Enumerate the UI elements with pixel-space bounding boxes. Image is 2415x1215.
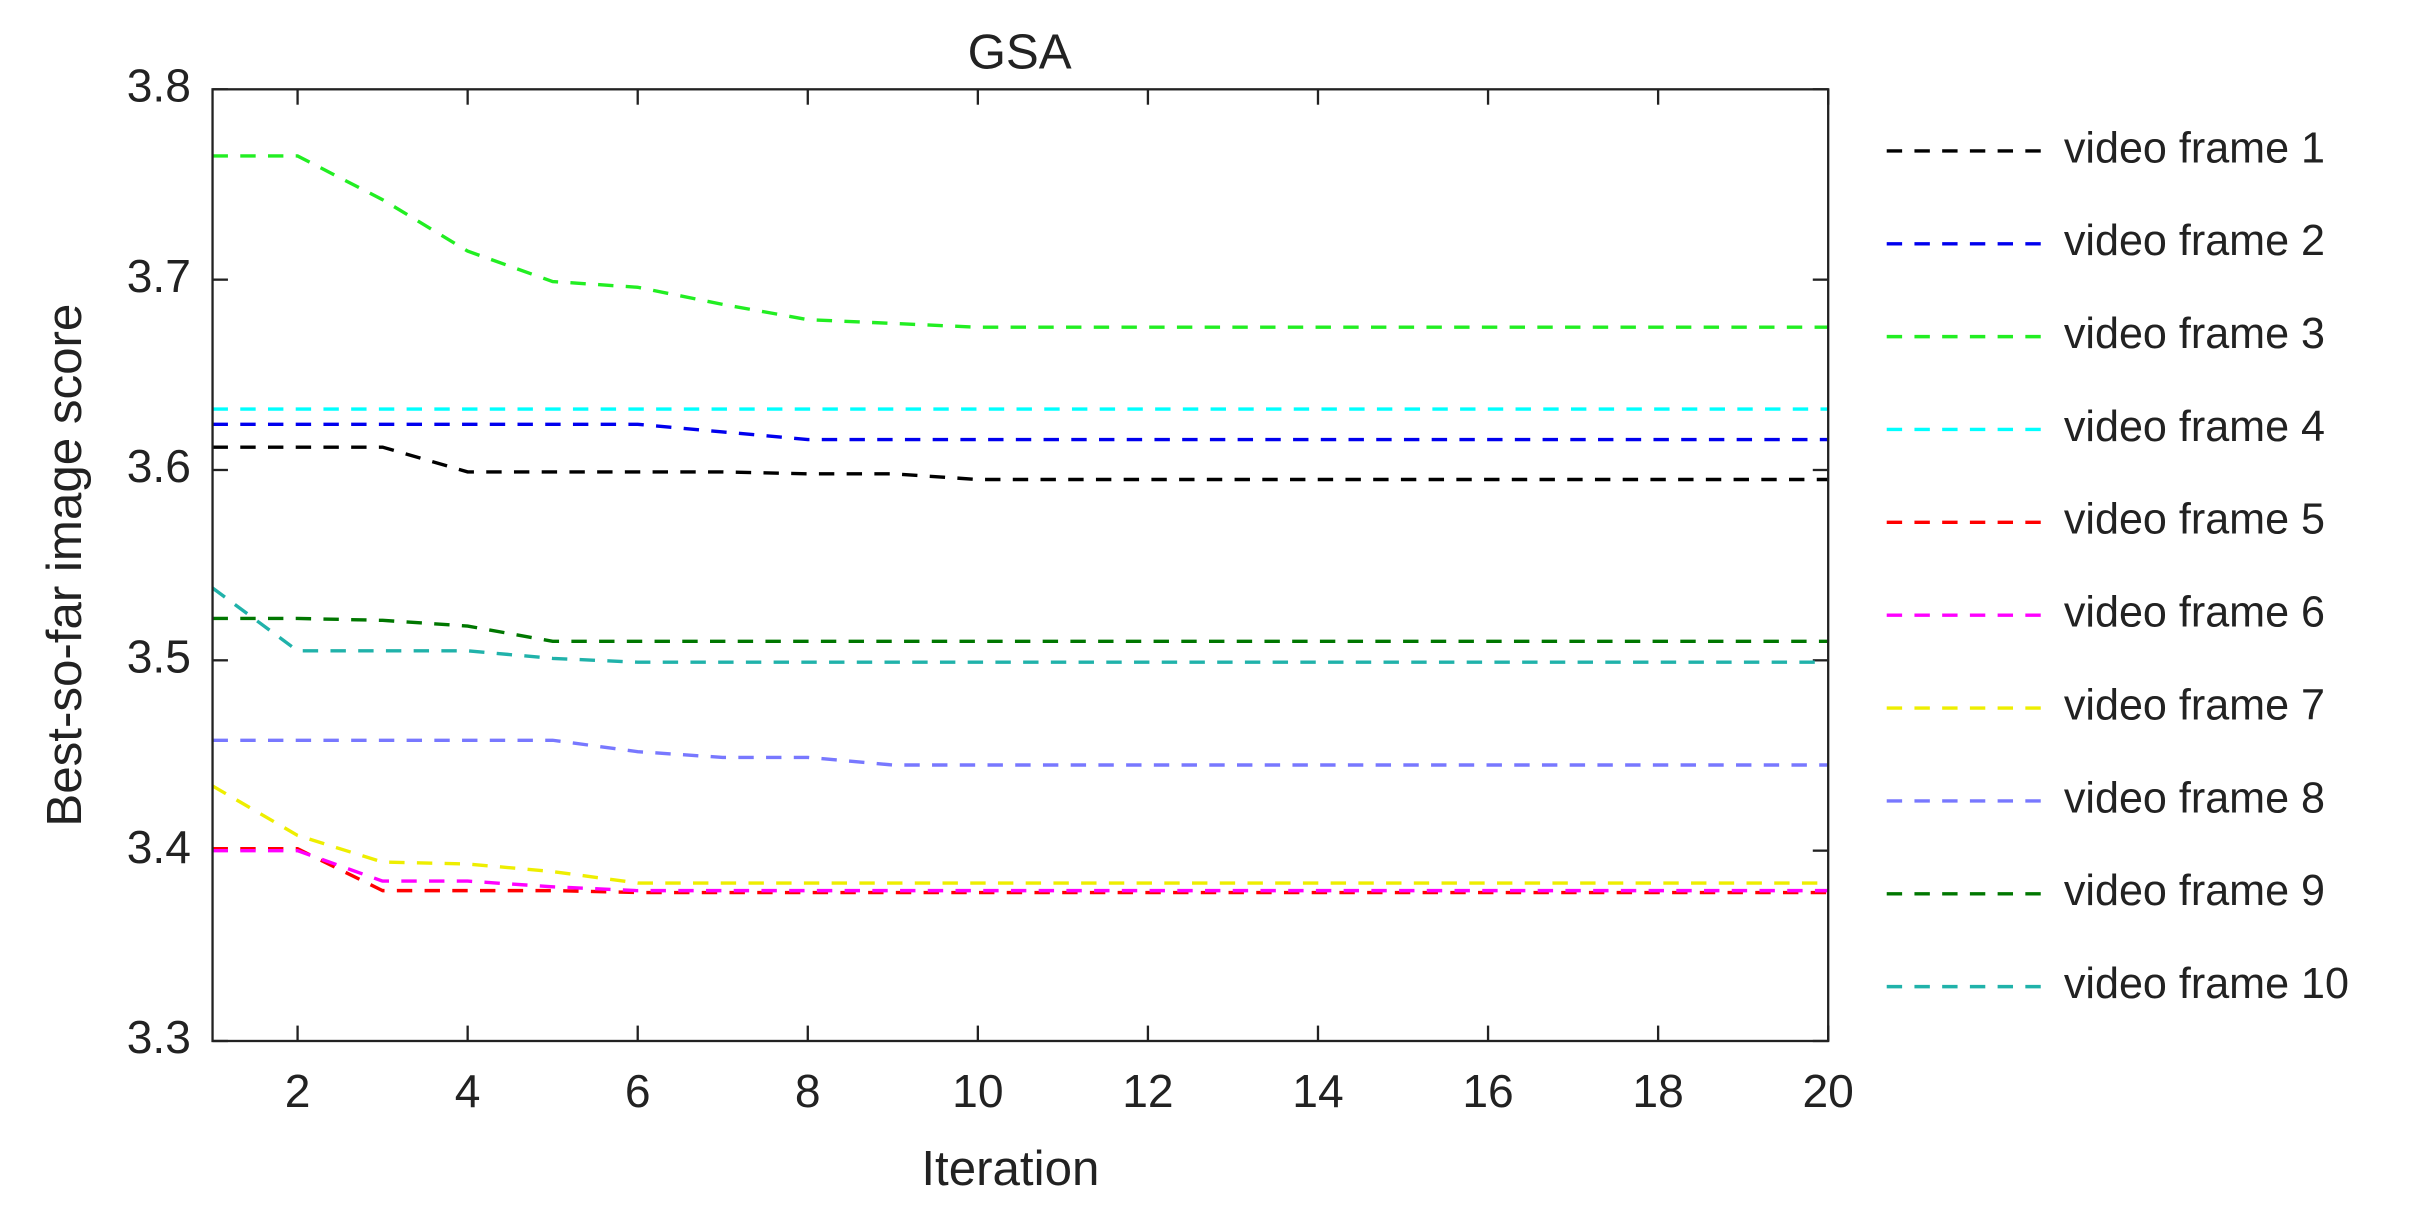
legend-label: video frame 5 [2064,496,2325,544]
legend-label: video frame 9 [2064,867,2325,915]
series-line [212,445,1829,482]
y-tick-label: 3.7 [127,250,191,302]
legend-label: video frame 3 [2064,310,2325,358]
series-line [212,738,1829,767]
legend-label: video frame 2 [2064,217,2325,265]
y-tick-label: 3.3 [127,1011,191,1063]
series-line [212,848,1829,893]
x-tick-label: 20 [1803,1065,1854,1117]
x-tick-label: 18 [1632,1065,1683,1117]
series-line [212,616,1829,643]
series-line [212,154,1829,329]
series-line [211,586,1829,664]
x-axis-label: Iteration [921,1141,1099,1196]
legend-label: video frame 4 [2064,403,2325,451]
x-tick-label: 8 [795,1065,821,1117]
y-tick-label: 3.6 [127,440,191,492]
series-line [212,422,1829,442]
y-tick-label: 3.5 [127,631,191,683]
y-tick-label: 3.8 [127,60,191,112]
x-tick-label: 16 [1462,1065,1513,1117]
x-tick-label: 2 [285,1065,311,1117]
legend-label: video frame 8 [2064,774,2325,822]
y-axis-label: Best-so-far image score [37,304,92,827]
legend-label: video frame 6 [2064,589,2325,637]
series-line [211,784,1829,885]
legend-label: video frame 10 [2064,960,2349,1008]
x-tick-label: 10 [952,1065,1003,1117]
x-tick-label: 12 [1122,1065,1173,1117]
x-tick-label: 6 [625,1065,651,1117]
x-tick-label: 14 [1292,1065,1343,1117]
series-line [212,847,1829,895]
legend-label: video frame 7 [2064,681,2325,729]
plot-frame [211,88,1830,1043]
x-tick-label: 4 [455,1065,481,1117]
y-tick-label: 3.4 [127,821,191,873]
chart-title: GSA [968,24,1072,79]
legend-label: video frame 1 [2064,124,2325,172]
